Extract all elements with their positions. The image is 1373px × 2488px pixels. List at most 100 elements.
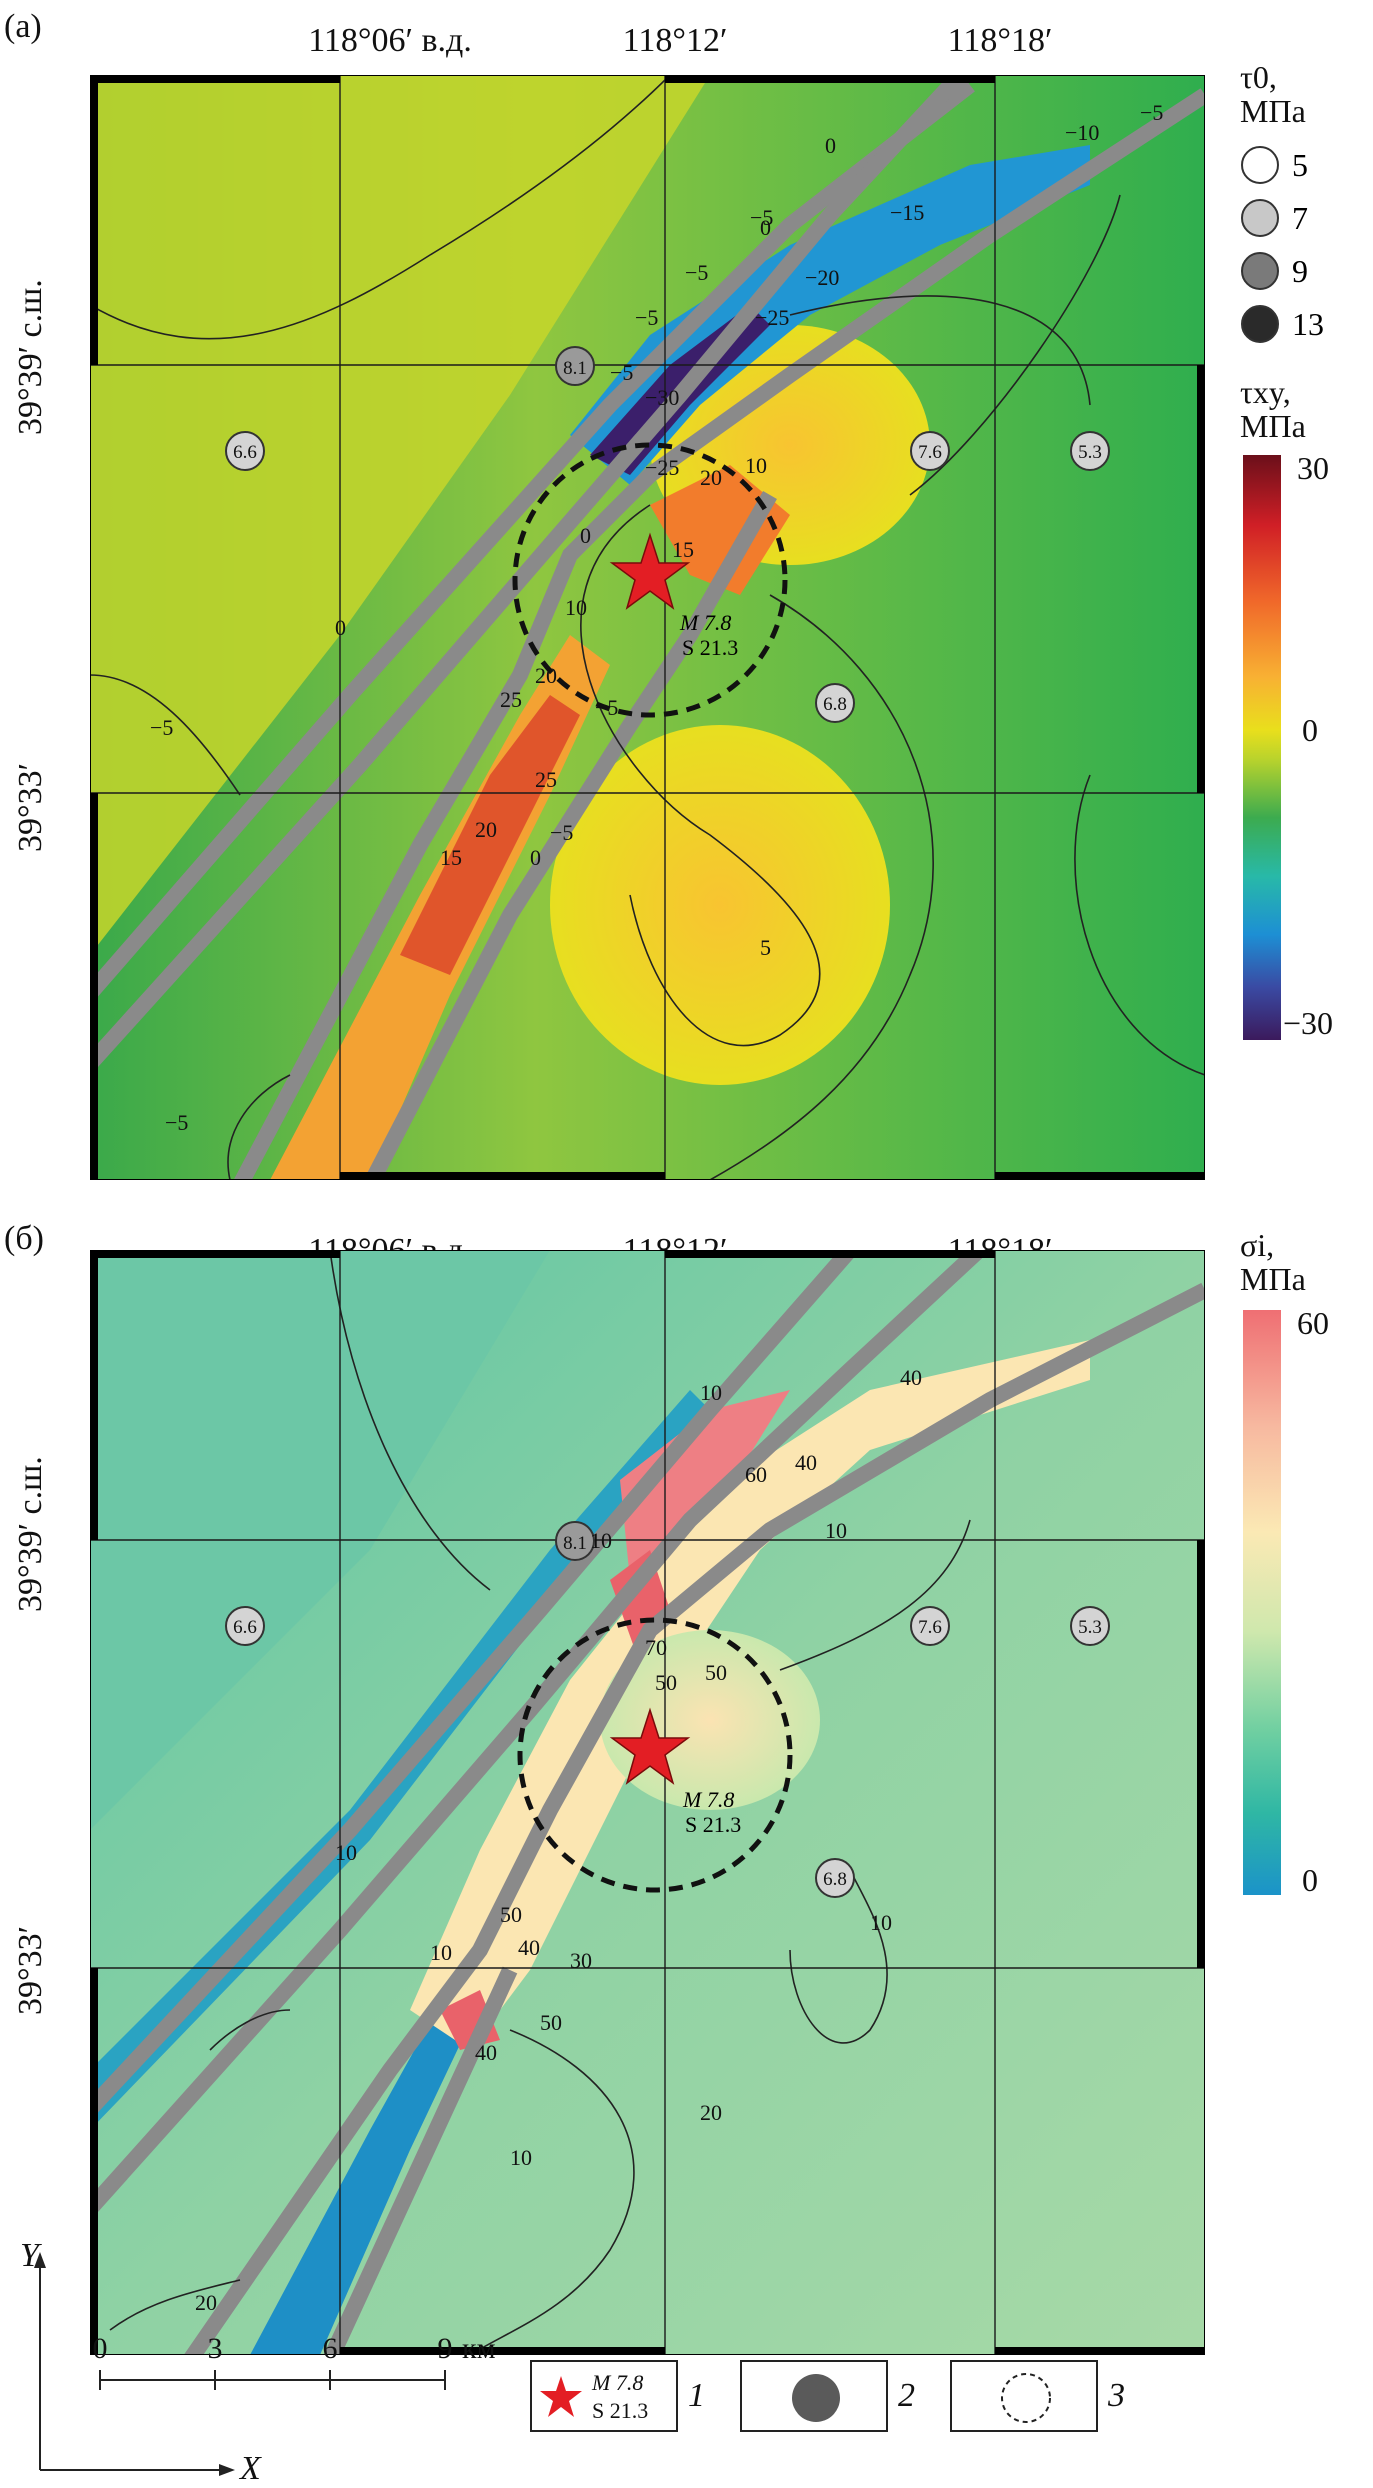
svg-text:7: 7 xyxy=(1292,200,1308,236)
colorbar-a-tick-zero: 0 xyxy=(1302,712,1318,748)
contour-label: 0 xyxy=(825,133,836,158)
fault-line-1 xyxy=(90,78,975,1006)
fault-line-2 xyxy=(90,1250,991,2221)
contour-label: 15 xyxy=(440,845,462,870)
panel-b-lat-label-1: 39°39′ с.ш. xyxy=(12,1456,49,1612)
key-dashed-circle-icon xyxy=(1001,2373,1051,2423)
panel-b-letter: (б) xyxy=(4,1220,44,1257)
colorbar-b-title: σi, МПа xyxy=(1240,1228,1306,1296)
colorbar-a-tick-max: 30 xyxy=(1297,450,1329,486)
contour-label: −5 xyxy=(1140,100,1163,125)
contour-label: −25 xyxy=(755,305,789,330)
contour-label: −5 xyxy=(685,260,708,285)
colorbar-b-symbol: σi, xyxy=(1240,1227,1275,1263)
panel-a-lat-label-2: 39°33′ xyxy=(12,762,49,852)
field-region-red-core xyxy=(400,695,580,975)
contour-label: −25 xyxy=(645,455,679,480)
svg-text:9: 9 xyxy=(1292,253,1308,289)
svg-text:5.3: 5.3 xyxy=(1078,1617,1102,1638)
fault-lines xyxy=(90,75,1205,1180)
field-region-low-band-south xyxy=(250,1950,500,2355)
contour-label: 20 xyxy=(700,465,722,490)
fault-line-1 xyxy=(90,1250,857,2121)
contour-label: 50 xyxy=(500,1902,522,1927)
rupture-zone-dashed-circle xyxy=(517,1617,793,1893)
contour-label: −5 xyxy=(750,205,773,230)
contour-label: 10 xyxy=(430,1940,452,1965)
field-region-peak-north xyxy=(620,1390,790,1580)
fault-line-4 xyxy=(323,1966,518,2355)
panel-a-map: 8.1 6.6 7.6 5.3 6.8 M 7.8 S 21.3 0 −5 −1… xyxy=(90,75,1205,1180)
station-7-6: 7.6 xyxy=(910,431,950,471)
contour-label: 20 xyxy=(475,817,497,842)
contour-label: 10 xyxy=(565,595,587,620)
colorbar-b xyxy=(1243,1310,1281,1895)
scale-bar-and-axes xyxy=(34,2252,446,2476)
contour-label: 15 xyxy=(672,537,694,562)
station-8-1: 8.1 xyxy=(555,346,595,386)
size-legend-item-7: 7 xyxy=(1241,199,1308,237)
scale-tick-3: 3 xyxy=(207,2332,223,2365)
svg-text:8.1: 8.1 xyxy=(563,1533,587,1554)
axis-y-label: Y xyxy=(20,2237,39,2274)
scale-tick-0: 0 xyxy=(92,2332,108,2365)
contour-label: 40 xyxy=(795,1450,817,1475)
size-legend-unit: МПа xyxy=(1240,93,1306,129)
key-item-2-number: 2 xyxy=(898,2377,915,2414)
contour-label: 5 xyxy=(760,935,771,960)
contour-label: −5 xyxy=(635,305,658,330)
panel-a-lat-label-1: 39°39′ с.ш. xyxy=(12,279,49,435)
contour-label: 20 xyxy=(195,2290,217,2315)
contour-label: 10 xyxy=(870,1910,892,1935)
station-5-3: 5.3 xyxy=(1070,431,1110,471)
contour-label: 0 xyxy=(530,845,541,870)
colorbar-a-tick-min: −30 xyxy=(1283,1005,1334,1041)
contour-label: 10 xyxy=(335,1840,357,1865)
scale-unit: км xyxy=(462,2332,496,2365)
fault-line-3 xyxy=(183,1282,1205,2355)
contour-label: 0 xyxy=(335,615,346,640)
key-item-1-number: 1 xyxy=(688,2377,705,2414)
colorbar-a-unit: МПа xyxy=(1240,408,1306,444)
fault-line-2 xyxy=(90,75,966,1076)
contour-label: 25 xyxy=(500,687,522,712)
rupture-zone-dashed-circle xyxy=(512,442,788,718)
key-item-1-box: M 7.8 S 21.3 xyxy=(530,2360,678,2432)
colorbar-a xyxy=(1243,455,1281,1040)
svg-text:6.8: 6.8 xyxy=(823,694,847,715)
key-item-3-number: 3 xyxy=(1108,2377,1125,2414)
colorbar-b-tick-max: 60 xyxy=(1297,1305,1329,1341)
contour-label: −5 xyxy=(610,360,633,385)
scale-bar xyxy=(99,2370,446,2390)
fault-line-3 xyxy=(233,88,1205,1180)
station-6-8: 6.8 xyxy=(815,1858,855,1898)
station-6-6: 6.6 xyxy=(225,431,265,471)
svg-text:6.6: 6.6 xyxy=(233,442,257,463)
contour-label: 40 xyxy=(475,2040,497,2065)
key-station: S 21.3 xyxy=(592,2398,649,2423)
x-axis-arrowhead-icon xyxy=(219,2464,235,2476)
epicenter-station: S 21.3 xyxy=(682,635,738,660)
svg-text:8.1: 8.1 xyxy=(563,358,587,379)
contour-label: 40 xyxy=(518,1935,540,1960)
fault-lines xyxy=(90,1250,1205,2355)
key-item-2-box xyxy=(740,2360,888,2432)
contour-label: −10 xyxy=(1065,120,1099,145)
colorbar-b-tick-min: 0 xyxy=(1302,1862,1318,1898)
station-6-8: 6.8 xyxy=(815,683,855,723)
station-8-1: 8.1 xyxy=(555,1521,595,1561)
contour-label: 50 xyxy=(655,1670,677,1695)
epicenter-magnitude: M 7.8 xyxy=(682,1787,734,1812)
scale-tick-9: 9 xyxy=(437,2332,453,2365)
station-6-6: 6.6 xyxy=(225,1606,265,1646)
size-legend-symbol: τ0, xyxy=(1240,59,1277,95)
grid-lines xyxy=(90,75,1205,1180)
panel-b-map: 8.1 6.6 7.6 5.3 6.8 M 7.8 S 21.3 10 10 6… xyxy=(90,1250,1205,2355)
contour-value-labels: 10 10 60 40 40 10 70 50 50 10 10 50 40 3… xyxy=(195,1365,922,2315)
key-item-3-box xyxy=(950,2360,1098,2432)
field-region-upper xyxy=(90,75,710,955)
fault-line-4 xyxy=(363,491,777,1180)
contour-label: −5 xyxy=(165,1110,188,1135)
contour-label: −30 xyxy=(645,385,679,410)
key-epicenter-star-icon xyxy=(540,2376,582,2417)
